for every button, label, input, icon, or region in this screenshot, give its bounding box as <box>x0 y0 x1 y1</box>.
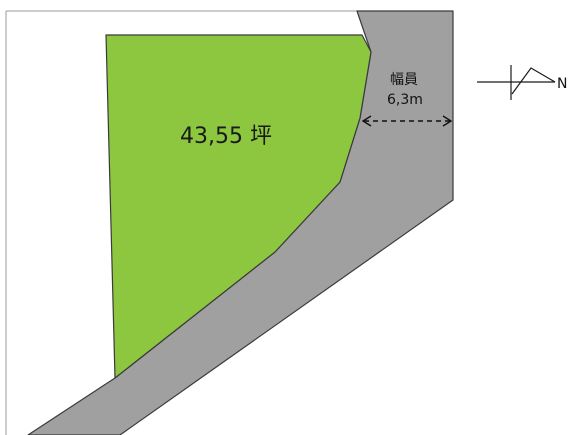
north-arrow-icon <box>477 65 556 100</box>
road-width-label-value: 6,3m <box>387 92 423 108</box>
lot-area <box>105 34 372 379</box>
road-width-label-title: 幅員 <box>390 72 418 88</box>
north-label: N <box>557 76 567 92</box>
road-width-dimension-arrow <box>361 115 453 127</box>
lot-area-label: 43,55 坪 <box>180 124 272 149</box>
